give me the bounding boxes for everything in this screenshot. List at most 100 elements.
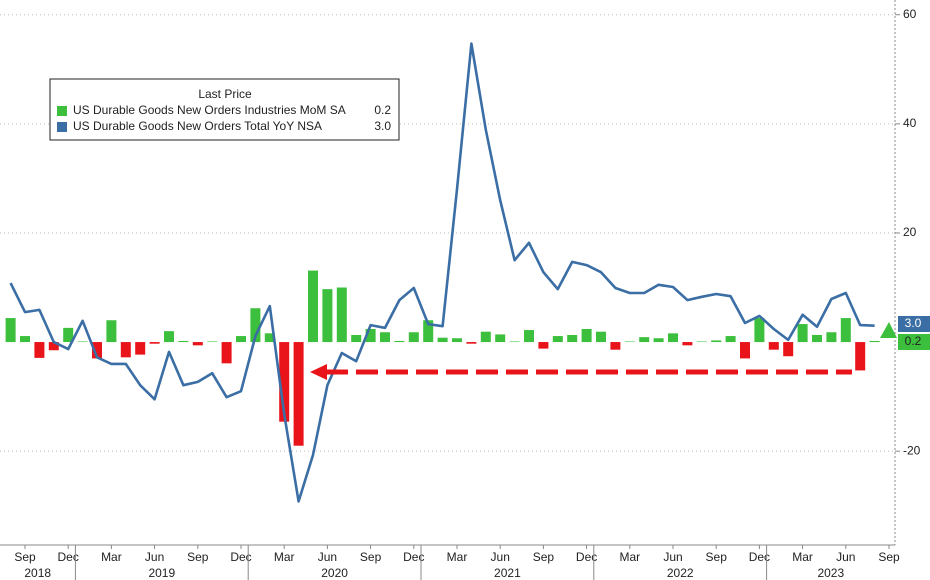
x-tick-label: Mar [792, 550, 813, 564]
legend-title: Last Price [198, 87, 252, 101]
bar [63, 327, 74, 343]
last-value-label: 3.0 [905, 316, 922, 330]
bar [34, 342, 45, 358]
legend-swatch [57, 122, 67, 132]
bar [365, 328, 376, 343]
bar [552, 336, 563, 343]
bar [423, 320, 434, 343]
legend-label: US Durable Goods New Orders Industries M… [73, 103, 346, 117]
line [9, 42, 875, 503]
bar [711, 340, 722, 343]
bar [236, 336, 246, 343]
marks [5, 42, 880, 503]
bar [135, 342, 146, 355]
x-tick-label: Sep [878, 550, 900, 564]
bar [869, 340, 880, 343]
bar [639, 337, 650, 343]
bar [797, 324, 808, 343]
last-value-label: 0.2 [905, 334, 922, 348]
bar [452, 338, 462, 343]
year-label: 2022 [667, 566, 694, 580]
bar [725, 336, 736, 343]
bar [524, 330, 534, 343]
bar [682, 342, 693, 346]
x-tick-label: Jun [663, 550, 682, 564]
bar [293, 342, 304, 446]
bar [77, 341, 88, 343]
x-tick-label: Dec [576, 550, 597, 564]
legend: Last Price US Durable Goods New Orders I… [49, 78, 400, 141]
bar [279, 342, 290, 422]
year-label: 2019 [148, 566, 175, 580]
last-value-box [898, 334, 930, 350]
bar [164, 331, 174, 343]
arrow-head [310, 364, 327, 380]
x-tick-label: Sep [14, 550, 36, 564]
bar [783, 342, 794, 357]
legend-box [49, 78, 400, 141]
x-tick-label: Mar [101, 550, 122, 564]
x-tick-label: Mar [447, 550, 468, 564]
bar [509, 341, 520, 343]
bar [581, 328, 592, 343]
bar [48, 342, 59, 351]
bar [466, 342, 477, 344]
bar [826, 332, 837, 343]
x-tick-label: Jun [145, 550, 164, 564]
bar [567, 334, 578, 343]
x-tick-label: Dec [230, 550, 251, 564]
bar [668, 333, 678, 343]
bar [624, 341, 635, 343]
y-tick-label: -20 [903, 443, 921, 457]
bar [610, 342, 621, 350]
bar [20, 336, 30, 343]
bar [351, 334, 362, 343]
x-tick-label: Mar [274, 550, 295, 564]
x-tick-label: Sep [360, 550, 382, 564]
bar [250, 308, 261, 343]
bar [264, 333, 275, 343]
y-tick-label: 40 [903, 116, 917, 130]
legend-value: 3.0 [374, 119, 391, 133]
x-tick-label: Sep [706, 550, 728, 564]
legend-value: 0.2 [374, 103, 391, 117]
bar [538, 342, 549, 349]
bar [855, 342, 866, 371]
x-tick-label: Jun [491, 550, 510, 564]
x-tick-label: Jun [836, 550, 855, 564]
bar [308, 270, 318, 343]
year-label: 2023 [817, 566, 844, 580]
x-tick-label: Mar [619, 550, 640, 564]
bar [221, 342, 232, 364]
bar [754, 318, 765, 343]
legend-swatch [57, 106, 67, 116]
bar [812, 334, 822, 343]
bar [740, 342, 750, 359]
year-label: 2020 [321, 566, 348, 580]
bar [106, 320, 117, 343]
bar [495, 334, 506, 343]
bar [480, 331, 491, 343]
x-tick-label: Sep [187, 550, 209, 564]
bar [696, 341, 707, 343]
bar [596, 331, 606, 343]
bar [336, 287, 347, 343]
bar [92, 342, 102, 359]
bar [120, 342, 131, 358]
x-tick-label: Dec [58, 550, 79, 564]
x-tick-label: Sep [533, 550, 555, 564]
x-tick-label: Jun [318, 550, 337, 564]
bar [408, 332, 419, 343]
bar [653, 338, 664, 343]
last-value-box [898, 316, 930, 332]
bar [207, 341, 218, 343]
y-tick-label: 20 [903, 225, 917, 239]
bar [322, 289, 333, 343]
x-tick-label: Dec [403, 550, 424, 564]
bar [394, 340, 405, 343]
legend-label: US Durable Goods New Orders Total YoY NS… [73, 119, 322, 133]
bar [437, 337, 448, 343]
bar [380, 332, 390, 343]
x-tick-label: Dec [749, 550, 770, 564]
